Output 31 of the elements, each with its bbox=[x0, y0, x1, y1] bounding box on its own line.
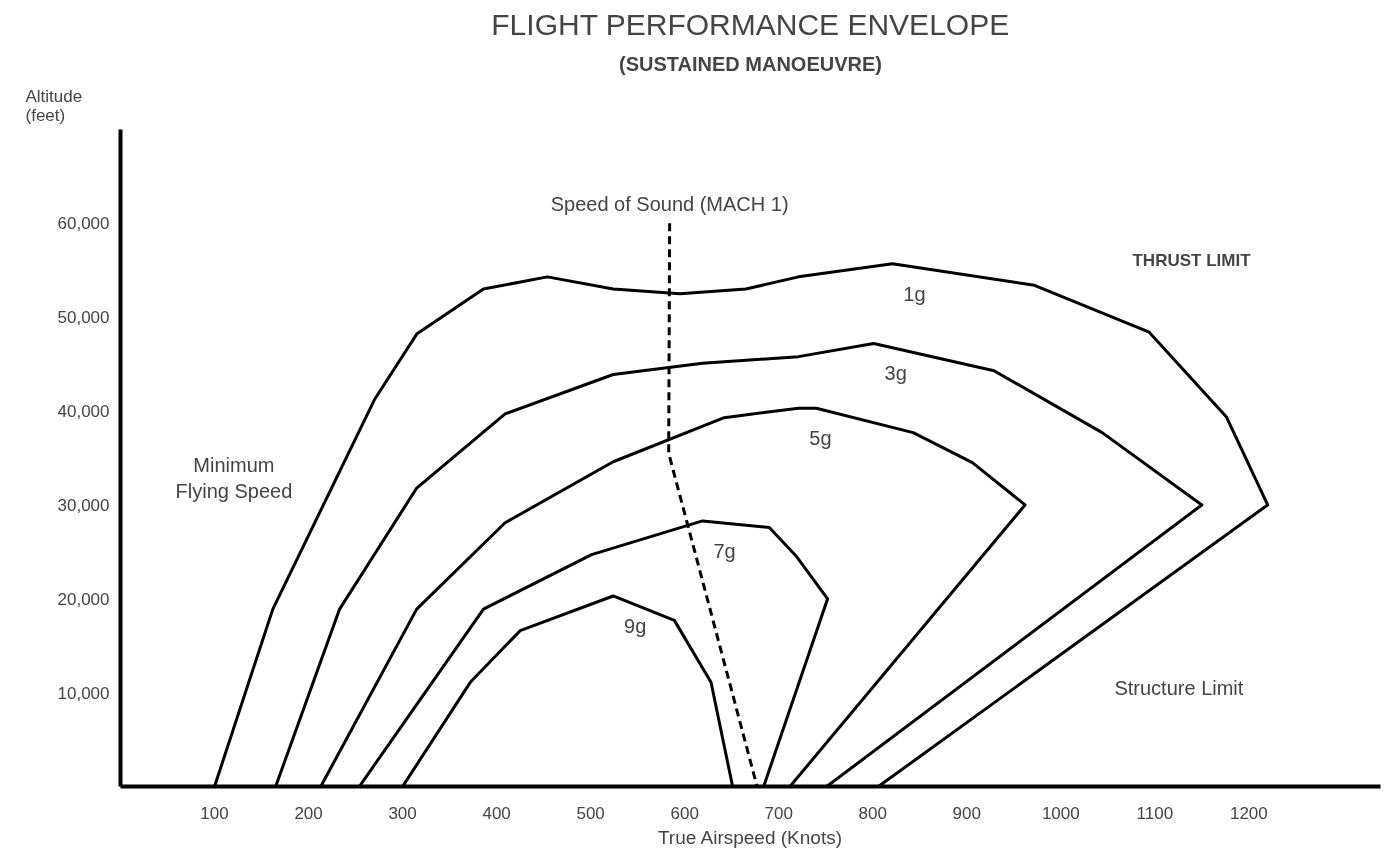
x-tick-label: 200 bbox=[294, 803, 323, 823]
annotation: Structure Limit bbox=[1114, 676, 1244, 699]
y-tick-label: 30,000 bbox=[57, 495, 110, 515]
chart-subtitle: (SUSTAINED MANOEUVRE) bbox=[619, 52, 882, 75]
y-tick-label: 50,000 bbox=[57, 308, 110, 328]
y-tick-label: 10,000 bbox=[57, 683, 110, 703]
x-tick-label: 900 bbox=[952, 803, 981, 823]
x-tick-label: 100 bbox=[200, 803, 229, 823]
series-label: 5g bbox=[809, 427, 832, 450]
x-tick-label: 500 bbox=[576, 803, 605, 823]
x-tick-label: 300 bbox=[388, 803, 417, 823]
series-label: Speed of Sound (MACH 1) bbox=[550, 193, 789, 216]
series-label: 1g bbox=[903, 282, 926, 305]
y-axis-title: Altitude (feet) bbox=[25, 86, 83, 125]
chart-title: FLIGHT PERFORMANCE ENVELOPE bbox=[491, 7, 1010, 41]
annotation: Minimum Flying Speed bbox=[175, 453, 293, 502]
annotation: THRUST LIMIT bbox=[1132, 251, 1252, 271]
x-tick-label: 1000 bbox=[1041, 803, 1080, 823]
x-tick-label: 1100 bbox=[1136, 803, 1174, 823]
series-label: 3g bbox=[884, 362, 907, 385]
series-label: 7g bbox=[713, 539, 736, 562]
x-tick-label: 400 bbox=[482, 803, 511, 823]
y-tick-label: 20,000 bbox=[57, 589, 110, 609]
x-tick-label: 700 bbox=[764, 803, 793, 823]
y-tick-label: 40,000 bbox=[57, 402, 110, 422]
x-tick-label: 1200 bbox=[1229, 803, 1268, 823]
y-tick-label: 60,000 bbox=[57, 214, 110, 234]
x-tick-label: 600 bbox=[670, 803, 699, 823]
x-tick-label: 800 bbox=[858, 803, 887, 823]
series-label: 9g bbox=[624, 614, 647, 637]
x-axis-title: True Airspeed (Knots) bbox=[657, 826, 843, 848]
